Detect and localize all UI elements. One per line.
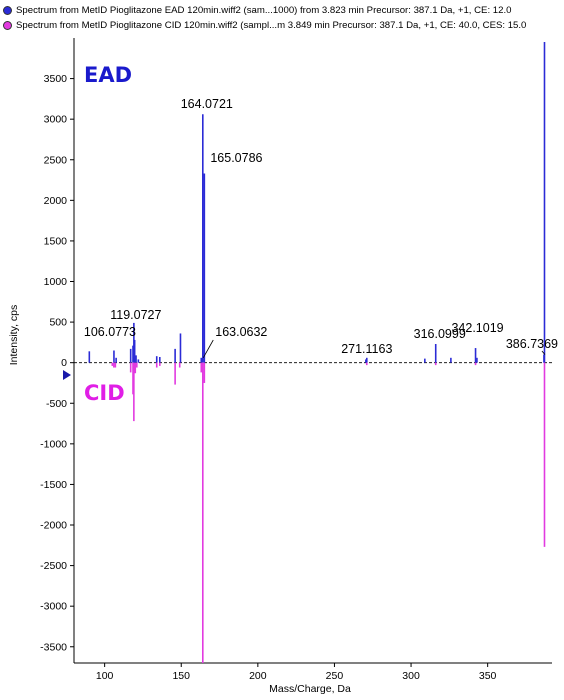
x-axis-title: Mass/Charge, Da	[269, 683, 351, 695]
y-tick-label: 3500	[44, 73, 68, 85]
legend-text-ead: Spectrum from MetID Pioglitazone EAD 120…	[16, 5, 512, 16]
x-tick-label: 350	[479, 670, 497, 682]
y-tick-label: -3500	[40, 641, 67, 653]
x-tick-label: 150	[172, 670, 190, 682]
peak-label: 164.0721	[181, 97, 233, 111]
y-tick-label: -1000	[40, 438, 67, 450]
y-tick-label: 2000	[44, 195, 68, 207]
zero-marker-icon	[63, 370, 71, 380]
peak-label: 163.0632	[215, 325, 267, 339]
y-tick-label: 500	[49, 317, 67, 329]
y-tick-label: -2500	[40, 560, 67, 572]
peak-label: 386.7369	[506, 337, 558, 351]
legend: Spectrum from MetID Pioglitazone EAD 120…	[3, 3, 563, 33]
x-tick-label: 100	[96, 670, 114, 682]
peak-label: 165.0786	[210, 151, 262, 165]
y-tick-label: -1500	[40, 479, 67, 491]
legend-entry-cid[interactable]: Spectrum from MetID Pioglitazone CID 120…	[3, 18, 563, 33]
ead-legend-marker-icon	[3, 6, 12, 15]
y-tick-label: 1000	[44, 276, 68, 288]
y-tick-label: 1500	[44, 235, 68, 247]
cid-panel-label: CID	[84, 381, 125, 405]
legend-text-cid: Spectrum from MetID Pioglitazone CID 120…	[16, 20, 527, 31]
ead-series	[88, 42, 546, 363]
peak-label: 316.0999	[414, 327, 466, 341]
ead-panel-label: EAD	[84, 63, 132, 87]
y-tick-label: -500	[46, 398, 67, 410]
peak-label: 271.1163	[341, 342, 392, 356]
x-tick-label: 200	[249, 670, 267, 682]
cid-series	[111, 362, 546, 663]
y-tick-label: 3000	[44, 114, 68, 126]
x-tick-label: 250	[326, 670, 344, 682]
leader-line	[202, 339, 214, 359]
peak-label: 342.1019	[451, 321, 503, 335]
y-axis-title: Intensity, cps	[8, 305, 20, 366]
legend-entry-ead[interactable]: Spectrum from MetID Pioglitazone EAD 120…	[3, 3, 563, 18]
x-tick-label: 300	[402, 670, 420, 682]
leader-line	[541, 350, 546, 355]
y-tick-label: 0	[61, 357, 67, 369]
plot-frame	[73, 38, 552, 664]
cid-legend-marker-icon	[3, 21, 12, 30]
y-tick-label: -2000	[40, 520, 67, 532]
x-axis: 100 150 200 250 300 350	[96, 663, 497, 682]
y-tick-label: -3000	[40, 601, 67, 613]
y-axis: 3500 3000 2500 2000 1500 1000 500 0 -500 -1000 -15…	[40, 73, 74, 653]
peak-labels: 106.0773 119.0727 163.0632 164.0721 165.0786…	[84, 97, 558, 359]
y-tick-label: 2500	[44, 154, 68, 166]
peak-label: 106.0773	[84, 325, 136, 339]
peak-label: 119.0727	[110, 308, 161, 322]
